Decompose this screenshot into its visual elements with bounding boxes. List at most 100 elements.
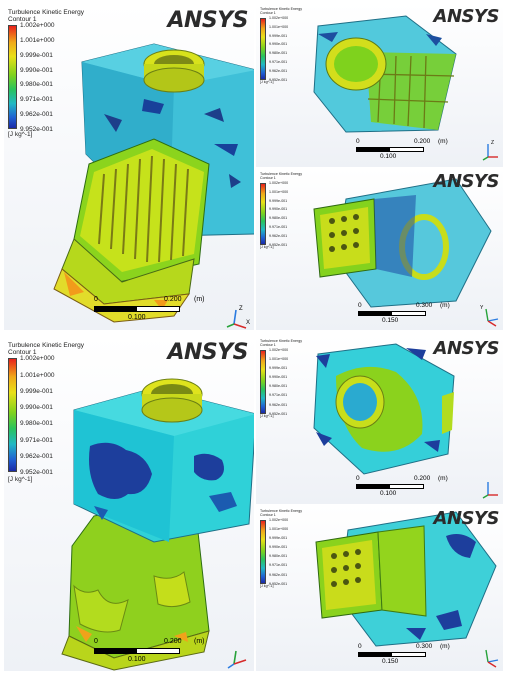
scale-bar: 0 0.200 (m) 0.100	[94, 296, 254, 328]
legend-title: Turbulence Kinetic Energy	[8, 342, 84, 349]
legend-tick: 9.999e-001	[269, 536, 288, 541]
legend-tick: 9.980e-001	[20, 420, 53, 428]
legend-tick: 9.962e-001	[20, 111, 53, 119]
scale-zero: 0	[356, 475, 360, 482]
legend-tick: 1.002e+000	[269, 180, 289, 185]
legend-tick: 9.999e-001	[20, 387, 53, 395]
scale-end: 0.200	[164, 296, 182, 303]
color-legend: Turbulence Kinetic Energy Contour 1 1.00…	[260, 7, 303, 84]
scale-mid: 0.100	[380, 490, 397, 497]
scale-bar: 0 0.200 (m) 0.100	[94, 638, 254, 670]
legend-subtitle: Contour 1	[8, 16, 37, 24]
legend-tick: 1.001e+000	[269, 189, 289, 194]
legend-tick: 1.002e+000	[20, 355, 55, 363]
legend-colorbar	[8, 25, 17, 130]
axis-z-label: Z	[239, 306, 243, 312]
legend-tick: 1.002e+000	[20, 22, 55, 30]
legend-tick: 9.962e-001	[20, 453, 53, 461]
viewport-bottom-left[interactable]: ANSYS Turbulence Kinetic Energy Contour …	[4, 336, 254, 671]
legend-tick: 9.962e-001	[269, 572, 288, 577]
legend-tick: 9.971e-001	[269, 224, 288, 229]
legend-title: Turbulence Kinetic Energy	[260, 172, 303, 176]
legend-tick: 1.001e+000	[269, 527, 289, 531]
color-legend: Turbulence Kinetic Energy Contour 1 1.00…	[8, 9, 84, 138]
legend-tick: 1.002e+000	[269, 15, 289, 20]
legend-unit: [J kg^-1]	[260, 79, 274, 84]
axis-y-label: Y	[480, 305, 484, 311]
legend-tick: 9.990e-001	[269, 207, 288, 212]
scale-end: 0.200	[164, 638, 182, 645]
legend-tick: 9.962e-001	[269, 68, 288, 73]
scale-zero: 0	[356, 138, 360, 145]
legend-unit: [J kg^-1]	[260, 244, 274, 249]
scale-mid: 0.150	[382, 658, 399, 665]
legend-title: Turbulence Kinetic Energy	[260, 339, 303, 343]
scale-mid: 0.150	[382, 317, 399, 324]
ansys-logo: ANSYS	[167, 8, 248, 33]
viewport-top-right-b[interactable]: ANSYS Turbulence Kinetic Energy Contour …	[256, 169, 503, 330]
axis-triad	[480, 648, 502, 668]
color-legend: Turbulence Kinetic Energy Contour 1 1.00…	[260, 509, 303, 588]
legend-subtitle: Contour 1	[260, 342, 276, 347]
scale-mid: 0.100	[380, 153, 397, 160]
legend-subtitle: Contour 1	[8, 349, 37, 357]
ansys-logo: ANSYS	[433, 338, 500, 359]
legend-unit: [J kg^-1]	[8, 131, 33, 139]
axis-triad: Y	[480, 305, 502, 327]
geometry-render	[61, 378, 254, 671]
ansys-logo: ANSYS	[433, 508, 500, 529]
scale-zero: 0	[358, 643, 362, 650]
viewport-bottom-right-b[interactable]: ANSYS Turbulence Kinetic Energy Contour …	[256, 506, 503, 671]
geometry-render	[53, 43, 254, 323]
viewport-top-right-a[interactable]: ANSYS Turbulence Kinetic Energy Contour …	[256, 4, 503, 167]
axis-triad	[480, 480, 502, 500]
legend-tick: 9.990e-001	[20, 404, 53, 412]
legend-title: Turbulence Kinetic Energy	[8, 9, 84, 16]
scale-end: 0.200	[414, 475, 431, 482]
scale-unit: (m)	[194, 638, 205, 645]
legend-tick: 9.999e-001	[269, 198, 288, 203]
axis-triad: Z X	[224, 306, 252, 330]
legend-title: Turbulence Kinetic Energy	[260, 509, 303, 513]
legend-tick: 9.971e-001	[269, 393, 288, 398]
scale-end: 0.300	[416, 302, 433, 309]
legend-tick: 9.962e-001	[269, 233, 288, 238]
axis-triad	[224, 648, 252, 670]
legend-tick: 9.952e-001	[20, 125, 53, 133]
legend-tick: 9.990e-001	[269, 375, 288, 380]
scale-zero: 0	[358, 302, 362, 309]
scale-mid: 0.100	[128, 314, 146, 321]
legend-colorbar	[260, 519, 266, 584]
legend-tick: 9.952e-001	[269, 242, 288, 247]
geometry-render	[315, 511, 497, 647]
legend-unit: [J kg^-1]	[260, 583, 274, 588]
geometry-render	[313, 343, 455, 475]
scale-bar: 0 0.300 (m) 0.150	[358, 302, 478, 330]
geometry-render	[313, 15, 457, 133]
legend-tick: 9.962e-001	[269, 402, 288, 407]
scale-bar: 0 0.300 (m) 0.150	[358, 643, 478, 671]
legend-colorbar	[260, 182, 266, 245]
legend-tick: 1.001e+000	[269, 24, 289, 29]
legend-tick: 9.980e-001	[20, 81, 53, 89]
scale-zero: 0	[94, 296, 98, 303]
ansys-logo: ANSYS	[167, 340, 248, 365]
legend-tick: 9.952e-001	[269, 581, 288, 586]
viewport-top-left[interactable]: ANSYS Turbulence Kinetic Energy Contour …	[4, 4, 254, 330]
legend-title: Turbulence Kinetic Energy	[260, 7, 303, 11]
axis-x-label: X	[246, 320, 251, 326]
legend-tick: 9.952e-001	[269, 77, 288, 82]
legend-tick: 9.980e-001	[269, 51, 288, 56]
legend-tick: 9.971e-001	[20, 436, 53, 444]
legend-unit: [J kg^-1]	[260, 413, 274, 418]
axis-triad: Z	[480, 140, 502, 162]
viewport-bottom-right-a[interactable]: ANSYS Turbulence Kinetic Energy Contour …	[256, 336, 503, 504]
scale-bar: 0 0.200 (m) 0.100	[356, 138, 476, 167]
color-legend: Turbulence Kinetic Energy Contour 1 1.00…	[260, 172, 303, 249]
legend-tick: 9.971e-001	[269, 563, 288, 568]
legend-tick: 1.002e+000	[269, 517, 289, 522]
legend-tick: 9.999e-001	[20, 51, 53, 59]
color-legend: Turbulence Kinetic Energy Contour 1 1.00…	[8, 342, 84, 483]
legend-tick: 9.999e-001	[269, 33, 288, 38]
color-legend: Turbulence Kinetic Energy Contour 1 1.00…	[260, 339, 303, 418]
